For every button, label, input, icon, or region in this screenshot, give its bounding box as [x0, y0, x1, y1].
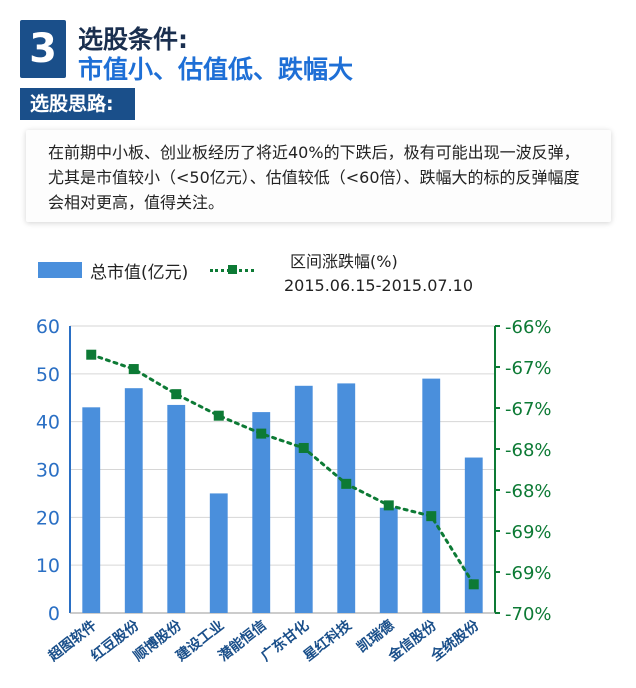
line-point	[383, 500, 394, 511]
legend-line-period: 2015.06.15-2015.07.10	[284, 276, 473, 295]
x-axis-tick: 星红科技	[300, 616, 355, 664]
right-axis-tick: -70%	[505, 604, 552, 625]
bar	[464, 457, 483, 613]
description-text: 在前期中小板、创业板经历了将近40%的下跌后，极有可能出现一波反弹，尤其是市值较…	[48, 143, 580, 212]
bar	[167, 404, 186, 613]
line-point	[341, 478, 352, 489]
page-subtitle: 市值小、估值低、跌幅大	[78, 55, 354, 84]
line-point	[171, 389, 182, 400]
combo-chart: 0 10 20 30 40 50 60 -66% -67% -67% -68% -68% -69% -69…	[36, 316, 552, 665]
left-axis-tick: 0	[48, 603, 60, 625]
description-card: 在前期中小板、创业板经历了将近40%的下跌后，极有可能出现一波反弹，尤其是市值较…	[26, 130, 611, 222]
left-axis-tick: 40	[36, 412, 60, 434]
legend-line-marker	[228, 265, 237, 274]
line-point	[298, 442, 309, 453]
right-axis-tick: -68%	[505, 440, 552, 461]
bar	[379, 507, 398, 613]
bar	[252, 412, 271, 613]
left-axis-tick: 60	[36, 316, 60, 338]
bar	[82, 407, 101, 613]
right-axis-tick: -66%	[505, 317, 552, 338]
right-axis-tick: -67%	[505, 358, 552, 379]
bar	[337, 383, 356, 613]
series-line	[89, 353, 476, 586]
section-heading: 选股思路:	[20, 88, 135, 120]
line-point	[468, 579, 479, 590]
bar	[294, 385, 313, 613]
left-axis-tick: 50	[36, 364, 60, 386]
right-axis-tick: -68%	[505, 481, 552, 502]
left-axis-tick: 20	[36, 507, 60, 529]
bar	[124, 388, 143, 613]
legend-bar-label: 总市值(亿元)	[90, 263, 189, 283]
legend-bar-swatch	[38, 262, 82, 278]
page-title: 选股条件:	[78, 25, 188, 54]
bar	[422, 378, 441, 613]
step-number-badge: 3	[20, 20, 66, 78]
left-axis-tick: 30	[36, 460, 60, 482]
line-point	[86, 349, 97, 360]
right-axis-tick: -67%	[505, 399, 552, 420]
line-point	[128, 364, 139, 375]
line-point	[213, 410, 224, 421]
line-point	[256, 428, 267, 439]
legend-line-label: 区间涨跌幅(%)	[290, 252, 398, 271]
right-axis-tick: -69%	[505, 522, 552, 543]
x-axis-tick: 全统股份	[427, 616, 483, 665]
bar	[209, 493, 228, 613]
line-point	[426, 511, 437, 522]
left-axis-tick: 10	[36, 555, 60, 577]
right-axis-tick: -69%	[505, 563, 552, 584]
header: 3 选股条件: 市值小、估值低、跌幅大	[20, 20, 620, 84]
